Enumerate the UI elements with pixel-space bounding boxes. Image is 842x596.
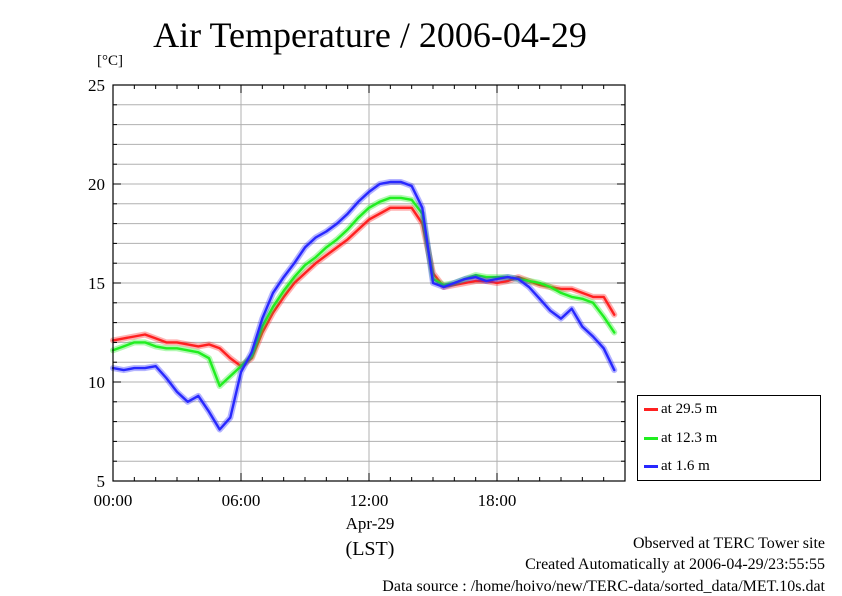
- legend-item-29-5m: at 29.5 m: [644, 401, 717, 421]
- chart-title: Air Temperature / 2006-04-29: [153, 15, 587, 55]
- legend: at 29.5 m at 12.3 m at 1.6 m: [637, 395, 821, 481]
- series-line-2: [111, 180, 616, 431]
- x-tick-label: 18:00: [478, 491, 517, 510]
- y-tick-label: 5: [97, 472, 106, 491]
- y-tick-label: 15: [88, 274, 105, 293]
- legend-item-12-3m: at 12.3 m: [644, 430, 717, 450]
- x-axis-date-label: Apr-29: [345, 514, 395, 533]
- y-axis-unit: [°C]: [97, 53, 123, 69]
- legend-label: at 29.5 m: [661, 401, 718, 417]
- axis-ticks: 5 10 15 20 25 00:00 06:00 12:00 18:00: [88, 76, 626, 510]
- x-axis-timezone-label: (LST): [345, 538, 395, 560]
- y-tick-label: 10: [88, 373, 105, 392]
- x-tick-label: 12:00: [350, 491, 389, 510]
- legend-label: at 12.3 m: [661, 430, 718, 446]
- legend-line-green: [644, 437, 658, 441]
- legend-line-red: [644, 408, 658, 412]
- legend-item-1-6m: at 1.6 m: [644, 458, 710, 478]
- y-tick-label: 25: [88, 76, 105, 95]
- legend-label: at 1.6 m: [661, 458, 710, 474]
- created-timestamp-note: Created Automatically at 2006-04-29/23:5…: [525, 556, 825, 573]
- x-tick-label: 06:00: [222, 491, 261, 510]
- series-halo-2: [110, 179, 618, 433]
- data-source-note: Data source : /home/hoivo/new/TERC-data/…: [382, 578, 825, 595]
- x-tick-label: 00:00: [94, 491, 133, 510]
- y-tick-label: 20: [88, 175, 105, 194]
- series-line-1: [111, 196, 616, 388]
- series-lines: [110, 179, 618, 433]
- observation-site-note: Observed at TERC Tower site: [632, 535, 825, 552]
- legend-line-blue: [644, 465, 658, 469]
- grid-lines: [113, 85, 625, 481]
